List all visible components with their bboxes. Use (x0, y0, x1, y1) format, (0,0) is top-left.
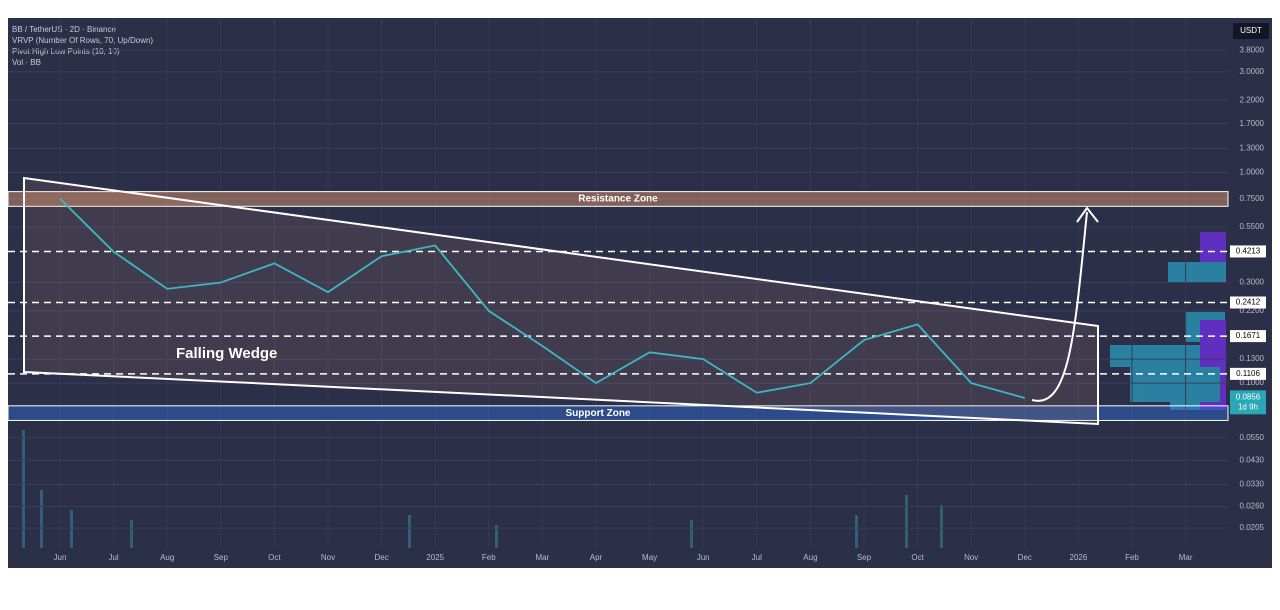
y-tick-label: 0.3000 (1240, 278, 1265, 287)
level-badge (1230, 296, 1266, 309)
indicator-label: Vol · BB (12, 58, 41, 67)
level-badge (1230, 245, 1266, 258)
level-badge (1230, 367, 1266, 380)
y-tick-label: 1.0000 (1240, 167, 1265, 176)
y-tick-label: 1.7000 (1240, 119, 1265, 128)
arrow-head (1076, 206, 1099, 223)
x-tick-label: Jun (54, 553, 67, 562)
y-tick-label: 3.0000 (1240, 67, 1265, 76)
y-tick-label: 2.2000 (1240, 95, 1265, 104)
x-tick-label: Dec (1018, 553, 1032, 562)
x-tick-label: Jul (752, 553, 762, 562)
indicator-label: VRVP (Number Of Rows, 70, Up/Down) (12, 36, 153, 45)
x-tick-label: Oct (268, 553, 281, 562)
x-tick-label: Apr (590, 553, 603, 562)
y-tick-label: 0.0205 (1240, 523, 1265, 532)
x-tick-label: Dec (374, 553, 388, 562)
y-tick-label: 0.1000 (1240, 378, 1265, 387)
chart-title: BB / TetherUS · 2D · Binance (12, 25, 116, 34)
indicator-label: Pivot High Low Points (10, 10) (12, 47, 120, 56)
y-tick-label: 3.8000 (1240, 45, 1265, 54)
zone-label: Resistance Zone (578, 194, 658, 205)
projection-arrow (1031, 211, 1088, 402)
pattern-label: Falling Wedge (176, 345, 277, 362)
y-tick-label: 1.3000 (1240, 143, 1265, 152)
price-badge (1230, 390, 1266, 415)
volume-bars (22, 430, 943, 548)
y-tick-label: 0.0430 (1240, 455, 1265, 464)
x-tick-label: Feb (1125, 553, 1139, 562)
y-tick-label: 0.0330 (1240, 480, 1265, 489)
x-tick-label: Sep (214, 553, 229, 562)
x-tick-label: Nov (964, 553, 978, 562)
current-price: 0.0856 (1236, 392, 1261, 401)
x-tick-label: 2026 (1070, 553, 1088, 562)
level-label: 0.1106 (1236, 369, 1260, 378)
x-tick-label: Aug (803, 553, 817, 562)
x-tick-label: Sep (857, 553, 872, 562)
x-tick-label: Mar (536, 553, 550, 562)
x-tick-label: Feb (482, 553, 496, 562)
x-tick-label: Aug (160, 553, 174, 562)
y-tick-label: 0.0550 (1240, 433, 1265, 442)
level-label: 0.1671 (1236, 331, 1261, 340)
x-tick-label: May (642, 553, 657, 562)
level-badge (1230, 330, 1266, 343)
x-tick-label: 2025 (426, 553, 444, 562)
zone (7, 405, 1229, 421)
level-label: 0.4213 (1236, 247, 1261, 256)
x-tick-label: Oct (911, 553, 924, 562)
y-tick-label: 0.5500 (1240, 222, 1265, 231)
x-tick-label: Jun (697, 553, 710, 562)
currency-label: USDT (1240, 26, 1262, 35)
x-tick-label: Jul (108, 553, 118, 562)
price-line (59, 198, 1026, 399)
level-label: 0.2412 (1236, 298, 1261, 307)
wedge (23, 176, 1099, 426)
chart-background (8, 18, 1272, 568)
y-tick-label: 0.7500 (1240, 194, 1265, 203)
zone-label: Support Zone (566, 408, 631, 419)
currency-badge (1233, 23, 1269, 39)
zone (7, 191, 1229, 207)
x-tick-label: Mar (1179, 553, 1193, 562)
y-tick-label: 0.2200 (1240, 306, 1265, 315)
countdown: 1d 9h (1238, 402, 1258, 411)
x-tick-label: Nov (321, 553, 335, 562)
y-tick-label: 0.1300 (1240, 354, 1265, 363)
y-tick-label: 0.0260 (1240, 501, 1265, 510)
